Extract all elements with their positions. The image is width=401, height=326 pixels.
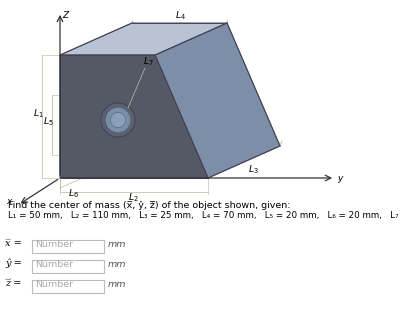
Text: $L_2$: $L_2$ [128, 191, 139, 203]
Text: ŷ =: ŷ = [5, 259, 22, 268]
Text: L₁ = 50 mm,   L₂ = 110 mm,   L₃ = 25 mm,   L₄ = 70 mm,   L₅ = 20 mm,   L₆ = 20 m: L₁ = 50 mm, L₂ = 110 mm, L₃ = 25 mm, L₄ … [8, 211, 401, 220]
Text: x: x [6, 197, 11, 206]
Text: y: y [337, 174, 342, 183]
Circle shape [106, 108, 130, 132]
FancyBboxPatch shape [32, 260, 104, 273]
Text: x̅ =: x̅ = [5, 239, 22, 248]
Text: mm: mm [108, 260, 126, 269]
Polygon shape [60, 23, 227, 55]
Text: mm: mm [108, 240, 126, 249]
Text: $L_7$: $L_7$ [143, 56, 154, 68]
Text: $L_1$: $L_1$ [33, 107, 44, 120]
FancyBboxPatch shape [32, 240, 104, 253]
Text: Number: Number [35, 240, 73, 249]
Text: Number: Number [35, 260, 73, 269]
Text: Number: Number [35, 280, 73, 289]
FancyBboxPatch shape [32, 280, 104, 293]
Text: $L_5$: $L_5$ [43, 116, 54, 128]
Text: $L_3$: $L_3$ [248, 163, 259, 175]
Circle shape [110, 112, 126, 128]
Text: $L_6$: $L_6$ [68, 188, 79, 200]
Text: mm: mm [108, 280, 126, 289]
Polygon shape [60, 55, 208, 178]
Text: Z: Z [62, 11, 68, 20]
Circle shape [101, 103, 135, 137]
Text: Find the center of mass (x̅, ŷ, ź̅) of the object shown, given:: Find the center of mass (x̅, ŷ, ź̅) of t… [8, 201, 290, 210]
Text: ź̅ =: ź̅ = [5, 279, 21, 288]
Polygon shape [155, 23, 280, 178]
Text: $L_4$: $L_4$ [175, 9, 186, 22]
